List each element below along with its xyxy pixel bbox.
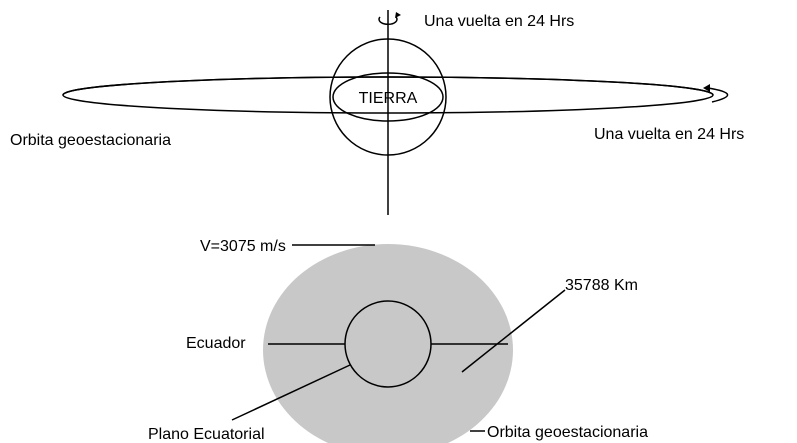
rotation-arrow	[378, 16, 398, 25]
velocity-label: V=3075 m/s	[200, 238, 286, 255]
orbit-arrow	[707, 87, 729, 103]
leader-line	[461, 289, 566, 373]
equatorial-plane-view: V=3075 m/s 35788 Km Ecuador Plano Ecuato…	[148, 238, 648, 443]
earth-label-box	[332, 72, 444, 122]
earth-label: TIERRA	[359, 90, 418, 107]
leader-line	[231, 364, 351, 421]
orbit-label: Orbita geoestacionaria	[10, 132, 171, 149]
distance-label: 35788 Km	[565, 277, 638, 294]
arrow-head	[703, 84, 710, 92]
earth-orbit-view: TIERRA Una vuelta en 24 Hrs Orbita geoes…	[10, 10, 744, 215]
orbit-disc	[263, 244, 513, 443]
arrow-head	[395, 12, 401, 18]
plane-label: Plano Ecuatorial	[148, 426, 265, 443]
orbit-label: Orbita geoestacionaria	[487, 424, 648, 441]
equator-label: Ecuador	[186, 335, 246, 352]
rotation-label: Una vuelta en 24 Hrs	[424, 13, 574, 30]
orbit-rotation-label: Una vuelta en 24 Hrs	[594, 126, 744, 143]
